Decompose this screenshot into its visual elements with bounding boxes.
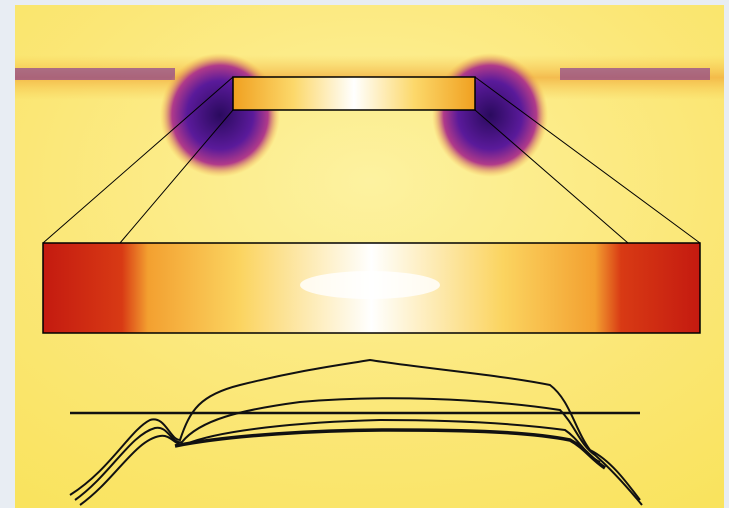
zoom-source-box (233, 77, 475, 110)
left-cold-spot (160, 53, 280, 177)
page: (() => { const data = JSON.parse(documen… (0, 0, 729, 508)
thermal-image (0, 0, 729, 508)
left-stripe (15, 68, 175, 80)
right-stripe (560, 68, 710, 80)
hot-center (300, 271, 440, 299)
